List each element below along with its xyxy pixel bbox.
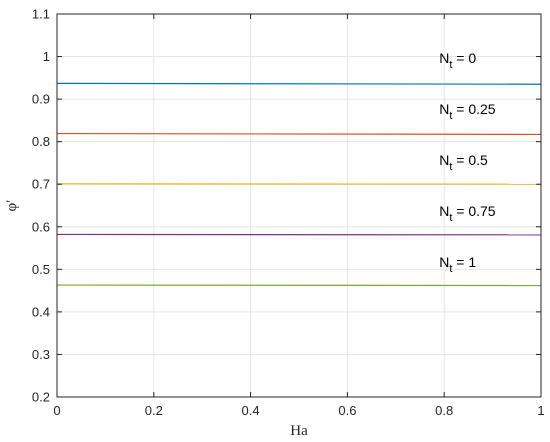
annotation-value: = 0.75 (452, 203, 495, 219)
series-annotation: Nt = 0.25 (439, 101, 496, 122)
plot-area-frame (56, 13, 542, 398)
annotation-value: = 0.25 (452, 101, 495, 117)
x-axis-ticks: 0 0.2 0.4 0.6 0.8 1 (53, 14, 545, 418)
annotation-subscript: t (449, 212, 452, 224)
y-tick-label: 0.6 (32, 219, 50, 234)
series-annotation: Nt = 0 (439, 50, 476, 71)
series-annotation: Nt = 0.5 (439, 152, 488, 173)
x-tick-label: 0.8 (435, 403, 453, 418)
y-tick-label: 0.4 (32, 304, 50, 319)
annotation-symbol: N (439, 152, 449, 168)
x-tick-label: 0.2 (145, 403, 163, 418)
x-axis-label: Ha (290, 423, 308, 439)
x-tick-label: 0.6 (338, 403, 356, 418)
series-annotation: Nt = 0.75 (439, 203, 496, 224)
annotation-subscript: t (449, 59, 452, 71)
y-axis-label: φ′ (4, 200, 20, 212)
annotation-symbol: N (439, 254, 449, 270)
annotation-symbol: N (439, 101, 449, 117)
annotation-value: = 0 (452, 50, 476, 66)
y-tick-label: 0.2 (32, 390, 50, 405)
y-tick-label: 1 (43, 49, 50, 64)
y-tick-label: 0.7 (32, 177, 50, 192)
y-tick-label: 0.3 (32, 347, 50, 362)
y-tick-label: 0.8 (32, 134, 50, 149)
y-tick-label: 1.1 (32, 7, 50, 22)
series-line-2 (56, 132, 542, 136)
y-tick-label: 0.9 (32, 92, 50, 107)
series-annotation: Nt = 1 (439, 254, 476, 275)
annotation-subscript: t (449, 110, 452, 122)
annotation-subscript: t (449, 161, 452, 173)
annotation-symbol: N (439, 50, 449, 66)
x-tick-label: 0.4 (242, 403, 260, 418)
x-tick-label: 0 (53, 403, 60, 418)
y-axis-ticks: 0.2 0.3 0.4 0.5 0.6 0.7 0.8 0.9 1 1.1 (32, 7, 541, 405)
y-tick-label: 0.5 (32, 262, 50, 277)
annotation-value: = 1 (452, 254, 476, 270)
annotation-symbol: N (439, 203, 449, 219)
annotation-subscript: t (449, 263, 452, 275)
annotation-value: = 0.5 (452, 152, 488, 168)
x-tick-label: 1 (537, 403, 544, 418)
series-lines (56, 82, 542, 287)
series-line-1 (56, 82, 542, 85)
